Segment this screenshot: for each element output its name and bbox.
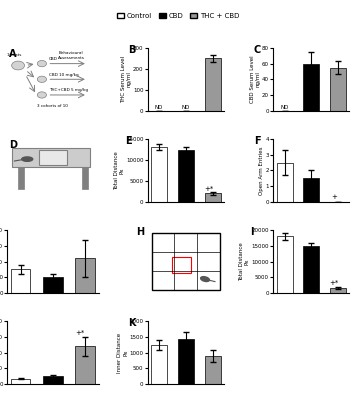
Y-axis label: Open Arm Entries: Open Arm Entries	[259, 146, 264, 195]
Bar	[18, 167, 24, 189]
Bar	[151, 148, 167, 202]
Text: B: B	[128, 45, 136, 55]
Bar	[303, 178, 319, 202]
Bar	[43, 376, 62, 384]
Text: H: H	[136, 227, 144, 237]
Bar	[276, 162, 293, 202]
Bar	[330, 68, 346, 111]
Text: I: I	[250, 227, 253, 237]
Bar	[11, 378, 30, 384]
Bar	[11, 269, 30, 293]
Text: 3 cohorts of 10: 3 cohorts of 10	[37, 104, 68, 108]
Bar	[172, 257, 191, 273]
Ellipse shape	[22, 157, 33, 161]
Bar	[76, 346, 95, 384]
Y-axis label: Total Distance
Px: Total Distance Px	[114, 151, 125, 190]
Bar	[330, 288, 346, 293]
Circle shape	[37, 60, 47, 67]
Text: CBD: CBD	[49, 57, 58, 61]
Text: CBD 10 mg/kg: CBD 10 mg/kg	[49, 73, 79, 77]
Bar	[303, 246, 319, 293]
Bar	[151, 345, 167, 384]
Text: +: +	[331, 194, 337, 200]
FancyBboxPatch shape	[39, 150, 67, 165]
Bar	[205, 356, 221, 384]
Bar	[178, 150, 194, 202]
Bar	[276, 236, 293, 293]
Bar	[303, 64, 319, 111]
Ellipse shape	[201, 277, 209, 282]
Y-axis label: Inner Distance
Px: Inner Distance Px	[117, 332, 128, 373]
Text: C: C	[254, 45, 261, 55]
Circle shape	[12, 61, 24, 70]
Legend: Control, CBD, THC + CBD: Control, CBD, THC + CBD	[114, 10, 242, 22]
Text: ND: ND	[182, 104, 190, 110]
Y-axis label: CBD Serum Level
ng/ml: CBD Serum Level ng/ml	[250, 56, 261, 103]
Text: +*: +*	[204, 186, 213, 192]
Text: K: K	[128, 318, 136, 328]
Bar	[205, 58, 221, 111]
Bar	[205, 194, 221, 202]
Text: D: D	[9, 140, 17, 150]
Bar	[76, 258, 95, 293]
Circle shape	[37, 76, 47, 82]
Bar	[43, 277, 62, 293]
Text: ND: ND	[280, 105, 289, 110]
Bar	[178, 338, 194, 384]
Y-axis label: THC Serum Level
ng/ml: THC Serum Level ng/ml	[121, 56, 132, 103]
Text: +*: +*	[329, 280, 339, 286]
Text: ND: ND	[155, 104, 163, 110]
Bar	[82, 167, 88, 189]
Text: F: F	[254, 136, 261, 146]
Text: A: A	[9, 49, 16, 59]
FancyBboxPatch shape	[12, 148, 90, 167]
Text: 10 rats: 10 rats	[7, 53, 22, 57]
Text: THC+CBD 5 mg/kg: THC+CBD 5 mg/kg	[49, 88, 88, 92]
Text: Behavioural
Assessments: Behavioural Assessments	[58, 51, 85, 60]
Text: E: E	[125, 136, 131, 146]
Y-axis label: Total Distance
Px: Total Distance Px	[239, 242, 250, 281]
Circle shape	[37, 92, 47, 98]
Text: +*: +*	[76, 330, 85, 336]
